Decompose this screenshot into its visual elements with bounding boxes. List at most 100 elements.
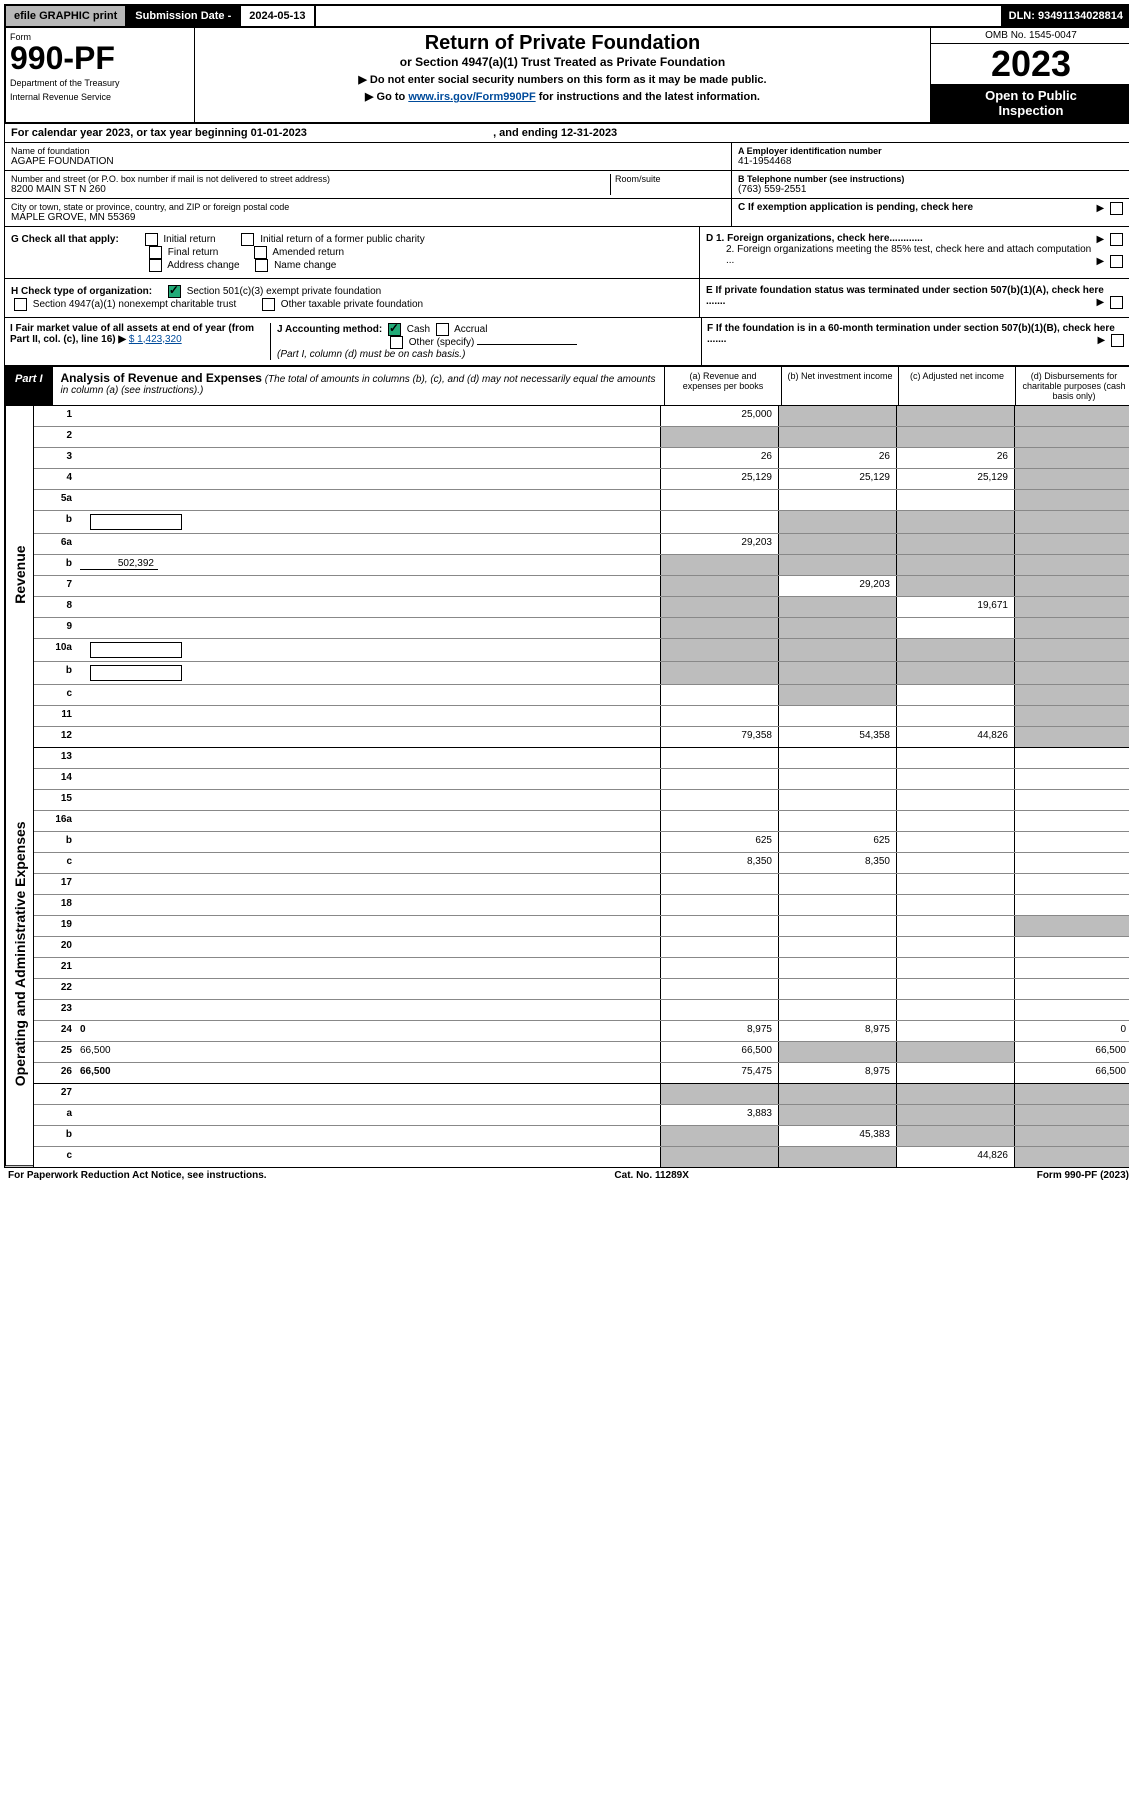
cell-col-d [1014, 727, 1129, 747]
row-number: 10a [34, 639, 76, 661]
cell-col-c [896, 1084, 1014, 1104]
row-number: 24 [34, 1021, 76, 1041]
e-section: E If private foundation status was termi… [699, 279, 1129, 317]
id-right: A Employer identification number 41-1954… [731, 143, 1129, 226]
cell-col-a: 75,475 [660, 1063, 778, 1083]
row-description [76, 534, 660, 554]
row-number: b [34, 832, 76, 852]
cell-col-a [660, 916, 778, 936]
fmv-value[interactable]: $ 1,423,320 [129, 334, 182, 345]
cell-col-d [1014, 639, 1129, 661]
part1-header: Part I Analysis of Revenue and Expenses … [4, 366, 1129, 406]
row-number: 21 [34, 958, 76, 978]
part1-table: Revenue Operating and Administrative Exp… [4, 406, 1129, 1168]
cell-col-c [896, 769, 1014, 789]
other-method-checkbox[interactable] [390, 336, 403, 349]
cell-col-c [896, 1021, 1014, 1041]
exemption-checkbox[interactable] [1110, 202, 1123, 215]
table-row: 23 [34, 1000, 1129, 1021]
table-row: c8,3508,350 [34, 853, 1129, 874]
cell-col-c [896, 639, 1014, 661]
cash-checkbox[interactable] [388, 323, 401, 336]
row-number: 11 [34, 706, 76, 726]
desc-input-box[interactable] [90, 642, 182, 658]
col-a-header: (a) Revenue and expenses per books [664, 367, 781, 405]
accrual-checkbox[interactable] [436, 323, 449, 336]
row-description [76, 1000, 660, 1020]
cell-col-b [778, 618, 896, 638]
cell-col-d [1014, 748, 1129, 768]
city-cell: City or town, state or province, country… [5, 199, 731, 226]
name-change-checkbox[interactable] [255, 259, 268, 272]
amended-return-checkbox[interactable] [254, 246, 267, 259]
501c3-checkbox[interactable] [168, 285, 181, 298]
row-number: 3 [34, 448, 76, 468]
other-taxable-checkbox[interactable] [262, 298, 275, 311]
row-number: b [34, 511, 76, 533]
open-inspection: Open to Public Inspection [931, 84, 1129, 122]
table-row: 425,12925,12925,129 [34, 469, 1129, 490]
form990pf-link[interactable]: www.irs.gov/Form990PF [408, 91, 535, 103]
row-description [76, 469, 660, 489]
cell-col-d [1014, 916, 1129, 936]
initial-former-checkbox[interactable] [241, 233, 254, 246]
table-row: 1279,35854,35844,826 [34, 727, 1129, 748]
initial-return-checkbox[interactable] [145, 233, 158, 246]
cell-col-c [896, 1126, 1014, 1146]
cell-col-b: 8,975 [778, 1063, 896, 1083]
cell-col-b [778, 916, 896, 936]
section-g-d: G Check all that apply: Initial return I… [4, 227, 1129, 279]
address-change-checkbox[interactable] [149, 259, 162, 272]
row-number: 14 [34, 769, 76, 789]
table-body: 125,00023262626425,12925,12925,1295ab6a2… [34, 406, 1129, 1167]
cell-col-c [896, 534, 1014, 554]
row-description [76, 685, 660, 705]
row-description [76, 1147, 660, 1167]
cell-col-d [1014, 811, 1129, 831]
cell-col-b [778, 937, 896, 957]
4947-checkbox[interactable] [14, 298, 27, 311]
cell-col-d [1014, 534, 1129, 554]
cell-col-a [660, 958, 778, 978]
table-row: 19 [34, 916, 1129, 937]
row-number: c [34, 1147, 76, 1167]
cell-col-d [1014, 1147, 1129, 1167]
cell-col-d [1014, 832, 1129, 852]
cell-col-b [778, 1042, 896, 1062]
f-checkbox[interactable] [1111, 334, 1124, 347]
d1-checkbox[interactable] [1110, 233, 1123, 246]
row-description: 0 [76, 1021, 660, 1041]
d2-checkbox[interactable] [1110, 255, 1123, 268]
row-description [76, 727, 660, 747]
cell-col-c [896, 937, 1014, 957]
cell-col-a: 25,129 [660, 469, 778, 489]
cell-col-a [660, 1147, 778, 1167]
tax-year: 2023 [931, 44, 1129, 84]
cell-col-d [1014, 597, 1129, 617]
e-checkbox[interactable] [1110, 296, 1123, 309]
cell-col-d [1014, 769, 1129, 789]
cell-col-c [896, 511, 1014, 533]
cell-col-a: 79,358 [660, 727, 778, 747]
cell-col-a [660, 511, 778, 533]
final-return-checkbox[interactable] [149, 246, 162, 259]
row-number: b [34, 1126, 76, 1146]
cell-col-a: 625 [660, 832, 778, 852]
row-description [76, 748, 660, 768]
desc-input-box[interactable] [90, 514, 182, 530]
cell-col-d [1014, 427, 1129, 447]
cell-col-d [1014, 469, 1129, 489]
row-description [76, 662, 660, 684]
cell-col-c [896, 916, 1014, 936]
desc-input-box[interactable] [90, 665, 182, 681]
cell-col-d [1014, 662, 1129, 684]
cell-col-b [778, 511, 896, 533]
table-row: 819,671 [34, 597, 1129, 618]
row-description [76, 811, 660, 831]
cell-col-a [660, 427, 778, 447]
cell-col-a [660, 1084, 778, 1104]
table-row: 13 [34, 748, 1129, 769]
instr-link: ▶ Go to www.irs.gov/Form990PF for instru… [201, 90, 924, 103]
row-number: 6a [34, 534, 76, 554]
cell-col-d: 0 [1014, 1021, 1129, 1041]
